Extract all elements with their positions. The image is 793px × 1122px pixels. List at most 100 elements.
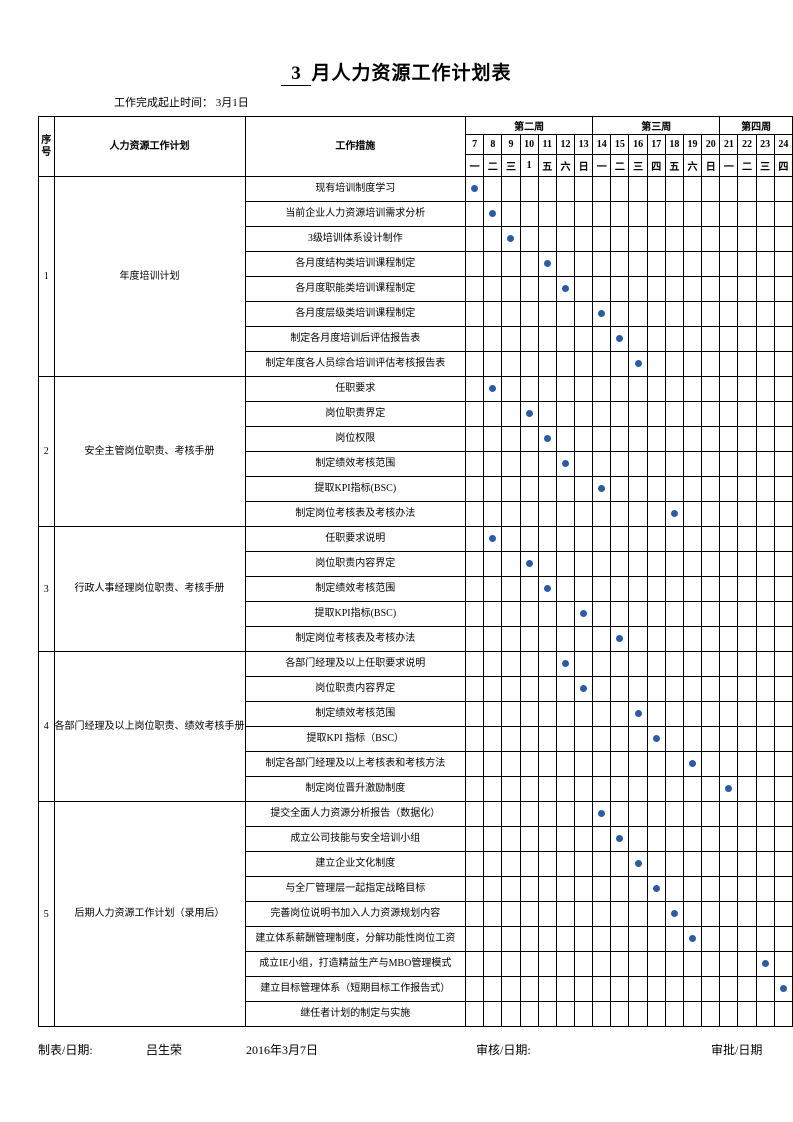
day-cell bbox=[629, 202, 647, 227]
plan-cell: 行政人事经理岗位职责、考核手册 bbox=[54, 527, 245, 652]
approve-label: 审批/日期 bbox=[711, 1041, 762, 1058]
day-cell bbox=[683, 627, 701, 652]
day-cell bbox=[683, 477, 701, 502]
day-cell bbox=[683, 727, 701, 752]
day-cell bbox=[756, 652, 774, 677]
day-cell bbox=[720, 1002, 738, 1027]
day-name-header: 二 bbox=[484, 155, 502, 177]
day-cell bbox=[466, 352, 484, 377]
day-cell bbox=[647, 527, 665, 552]
day-cell bbox=[738, 552, 756, 577]
day-cell bbox=[556, 377, 574, 402]
day-cell bbox=[484, 552, 502, 577]
day-cell bbox=[629, 352, 647, 377]
action-cell: 提取KPI 指标（BSC） bbox=[245, 727, 466, 752]
day-cell bbox=[647, 602, 665, 627]
day-name-header: 一 bbox=[593, 155, 611, 177]
marker-dot bbox=[526, 410, 533, 417]
day-cell bbox=[611, 527, 629, 552]
day-name-header: 三 bbox=[629, 155, 647, 177]
day-cell bbox=[683, 902, 701, 927]
day-cell bbox=[720, 902, 738, 927]
day-cell bbox=[720, 752, 738, 777]
header-seq: 序号 bbox=[39, 117, 55, 177]
day-cell bbox=[484, 402, 502, 427]
day-cell bbox=[774, 277, 792, 302]
day-cell bbox=[738, 202, 756, 227]
day-cell bbox=[683, 777, 701, 802]
day-cell bbox=[484, 577, 502, 602]
day-cell bbox=[611, 502, 629, 527]
day-cell bbox=[629, 627, 647, 652]
day-cell bbox=[611, 227, 629, 252]
day-cell bbox=[593, 277, 611, 302]
day-cell bbox=[756, 527, 774, 552]
table-row: 3行政人事经理岗位职责、考核手册任职要求说明 bbox=[39, 527, 793, 552]
day-cell bbox=[575, 302, 593, 327]
day-cell bbox=[702, 802, 720, 827]
day-cell bbox=[720, 952, 738, 977]
day-cell bbox=[593, 552, 611, 577]
seq-cell: 5 bbox=[39, 802, 55, 1027]
day-cell bbox=[665, 952, 683, 977]
day-cell bbox=[720, 302, 738, 327]
day-cell bbox=[575, 727, 593, 752]
action-cell: 现有培训制度学习 bbox=[245, 177, 466, 202]
day-number-header: 12 bbox=[556, 135, 574, 155]
day-cell bbox=[538, 427, 556, 452]
day-cell bbox=[702, 952, 720, 977]
day-cell bbox=[593, 377, 611, 402]
day-cell bbox=[683, 327, 701, 352]
day-number-header: 15 bbox=[611, 135, 629, 155]
day-cell bbox=[629, 327, 647, 352]
day-cell bbox=[502, 302, 520, 327]
day-cell bbox=[738, 177, 756, 202]
day-cell bbox=[538, 977, 556, 1002]
day-cell bbox=[665, 377, 683, 402]
day-cell bbox=[683, 952, 701, 977]
day-cell bbox=[502, 502, 520, 527]
day-cell bbox=[538, 777, 556, 802]
day-cell bbox=[647, 802, 665, 827]
day-cell bbox=[484, 477, 502, 502]
day-cell bbox=[484, 877, 502, 902]
day-cell bbox=[466, 952, 484, 977]
day-cell bbox=[738, 452, 756, 477]
day-cell bbox=[702, 302, 720, 327]
day-cell bbox=[556, 502, 574, 527]
day-cell bbox=[774, 427, 792, 452]
day-cell bbox=[720, 927, 738, 952]
day-cell bbox=[520, 977, 538, 1002]
day-cell bbox=[502, 352, 520, 377]
day-cell bbox=[756, 752, 774, 777]
day-cell bbox=[720, 552, 738, 577]
day-cell bbox=[611, 577, 629, 602]
day-cell bbox=[520, 552, 538, 577]
marker-dot bbox=[489, 210, 496, 217]
day-cell bbox=[665, 452, 683, 477]
day-cell bbox=[593, 677, 611, 702]
day-cell bbox=[702, 377, 720, 402]
day-cell bbox=[665, 827, 683, 852]
day-cell bbox=[683, 552, 701, 577]
day-cell bbox=[774, 1002, 792, 1027]
day-number-header: 18 bbox=[665, 135, 683, 155]
day-cell bbox=[556, 527, 574, 552]
day-cell bbox=[647, 427, 665, 452]
day-cell bbox=[665, 252, 683, 277]
day-cell bbox=[593, 927, 611, 952]
day-cell bbox=[593, 802, 611, 827]
day-cell bbox=[720, 577, 738, 602]
action-cell: 完善岗位说明书加入人力资源规划内容 bbox=[245, 902, 466, 927]
day-cell bbox=[556, 252, 574, 277]
day-cell bbox=[575, 402, 593, 427]
day-cell bbox=[738, 677, 756, 702]
day-cell bbox=[665, 852, 683, 877]
day-cell bbox=[756, 877, 774, 902]
day-cell bbox=[575, 952, 593, 977]
day-cell bbox=[702, 577, 720, 602]
day-cell bbox=[520, 352, 538, 377]
marker-dot bbox=[544, 585, 551, 592]
day-cell bbox=[466, 627, 484, 652]
day-cell bbox=[556, 552, 574, 577]
